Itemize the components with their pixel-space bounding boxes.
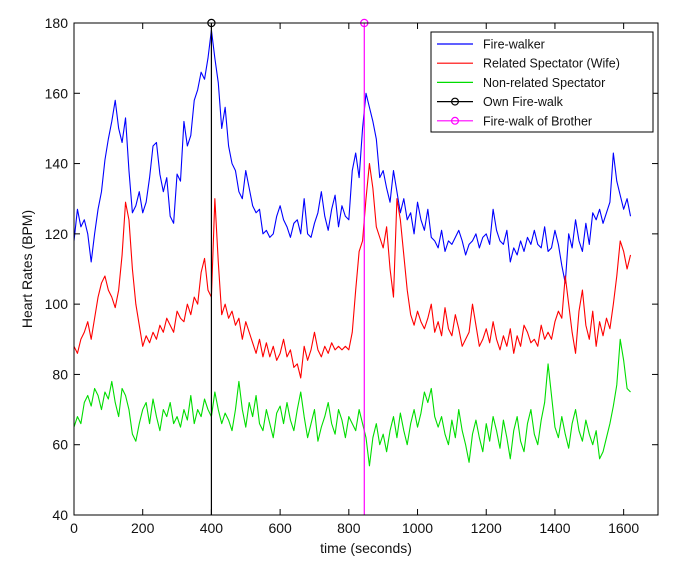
series-line-1 (74, 29, 632, 284)
y-tick-label: 100 (45, 296, 69, 312)
series-line-2 (74, 163, 632, 379)
x-tick-label: 1200 (471, 520, 502, 536)
axes-frame (73, 22, 659, 516)
y-tick-label: 60 (52, 437, 68, 453)
series-line-3 (74, 338, 631, 467)
x-tick-label: 1000 (402, 520, 433, 536)
y-tick-label: 180 (45, 15, 69, 31)
y-axis-label: Heart Rates (BPM) (19, 210, 35, 328)
axes-group: 0 200 400 600 800 1000 1200 1400 1600 40 60 80 100 12… (45, 15, 659, 536)
legend-label-1: Fire-walker (483, 38, 545, 52)
y-tick-label: 40 (52, 507, 68, 523)
x-tick-label: 400 (200, 520, 224, 536)
x-tick-label: 600 (268, 520, 292, 536)
legend: Fire-walker Related Spectator (Wife) Non-r… (430, 31, 654, 133)
legend-marker-4 (451, 97, 460, 106)
x-tick-label: 1400 (539, 520, 570, 536)
y-tick-label: 140 (45, 156, 69, 172)
x-tick-label: 800 (337, 520, 361, 536)
legend-label-4: Own Fire-walk (483, 95, 564, 109)
x-axis-label: time (seconds) (320, 540, 412, 556)
plot-area-group (74, 18, 632, 515)
y-tick-label: 80 (52, 366, 68, 382)
legend-label-3: Non-related Spectator (483, 76, 605, 90)
y-tick-label: 160 (45, 85, 69, 101)
x-tick-label: 1600 (608, 520, 639, 536)
legend-marker-5 (451, 116, 460, 125)
legend-label-5: Fire-walk of Brother (483, 114, 592, 128)
legend-label-2: Related Spectator (Wife) (483, 57, 620, 71)
x-tick-label: 200 (131, 520, 155, 536)
x-tick-label: 0 (70, 520, 78, 536)
y-tick-label: 120 (45, 226, 69, 242)
